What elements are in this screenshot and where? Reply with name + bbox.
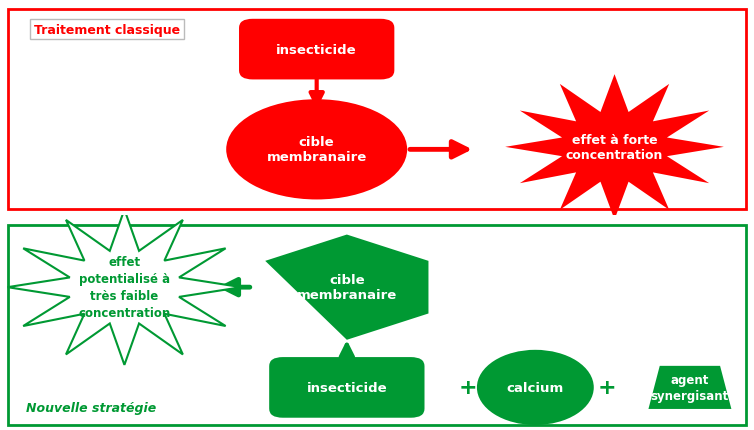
Text: insecticide: insecticide — [277, 43, 357, 56]
Text: +: + — [598, 378, 616, 397]
Polygon shape — [265, 235, 428, 340]
Polygon shape — [505, 75, 724, 220]
Text: effet
potentialisé à
très faible
concentration: effet potentialisé à très faible concent… — [78, 255, 170, 319]
Text: +: + — [458, 378, 477, 397]
Ellipse shape — [226, 100, 407, 200]
Text: insecticide: insecticide — [307, 381, 387, 394]
Text: effet à forte
concentration: effet à forte concentration — [566, 134, 664, 162]
Text: cible
membranaire: cible membranaire — [267, 136, 366, 164]
Polygon shape — [648, 366, 731, 409]
Ellipse shape — [477, 350, 594, 425]
Text: cible
membranaire: cible membranaire — [297, 273, 397, 301]
Text: Nouvelle stratégie: Nouvelle stratégie — [26, 401, 157, 414]
Text: agent
synergisant: agent synergisant — [651, 373, 729, 402]
FancyBboxPatch shape — [239, 20, 394, 80]
Polygon shape — [8, 210, 241, 365]
Text: calcium: calcium — [507, 381, 564, 394]
FancyBboxPatch shape — [8, 225, 746, 425]
FancyBboxPatch shape — [8, 10, 746, 210]
Text: Traitement classique: Traitement classique — [34, 24, 180, 37]
FancyBboxPatch shape — [269, 357, 425, 418]
